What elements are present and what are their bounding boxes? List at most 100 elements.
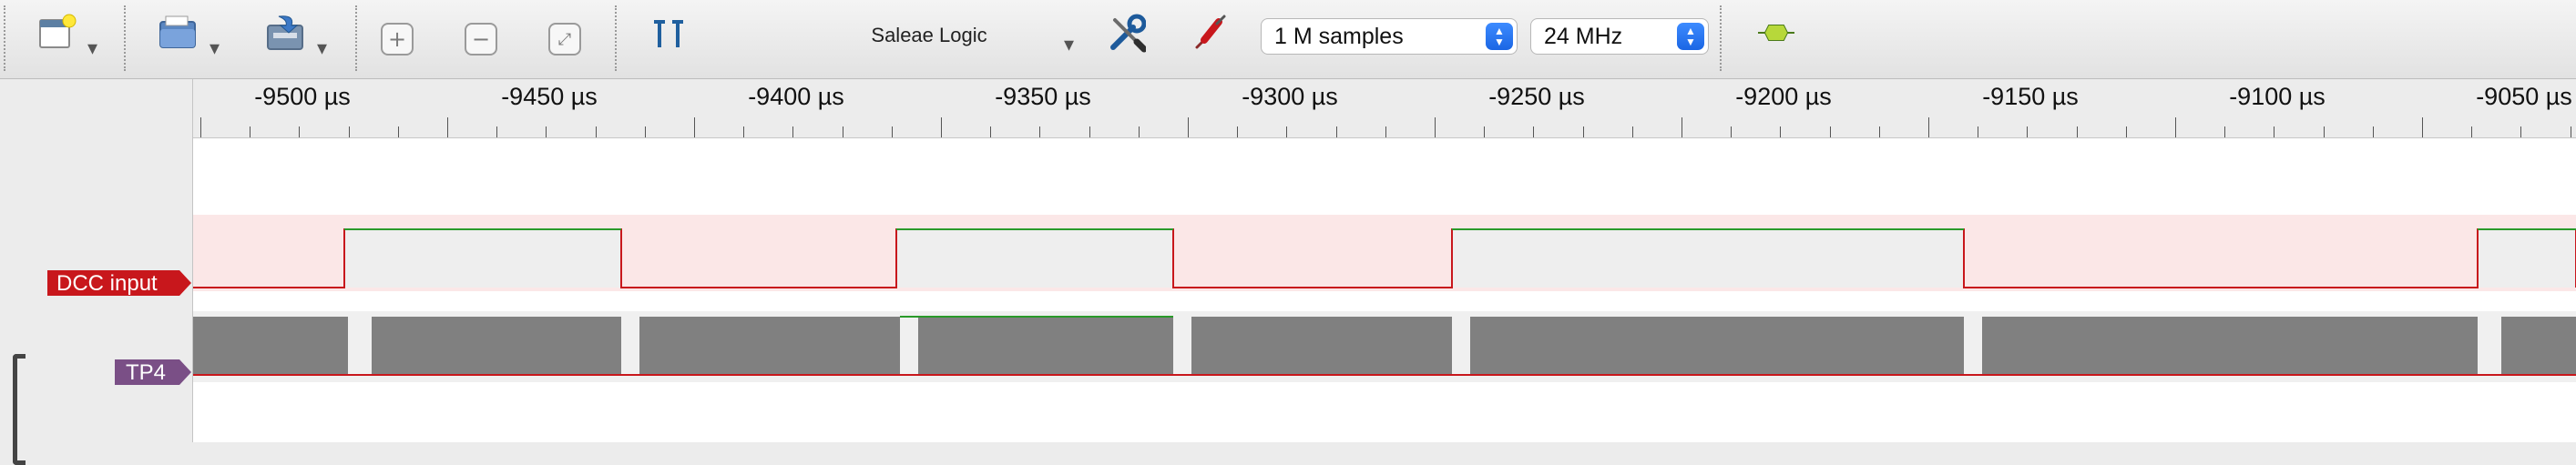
ruler-tick: [1533, 126, 1535, 137]
ruler-tick: [1829, 126, 1831, 137]
ruler-tick: [2175, 117, 2176, 137]
select-arrows-icon: ▲ ▼: [1486, 23, 1513, 50]
samples-select[interactable]: 1 M samples ▲ ▼: [1261, 18, 1518, 55]
ruler-tick: [447, 117, 448, 137]
tp4-signal-block: [639, 317, 900, 375]
ruler-tick: [2471, 126, 2473, 137]
waveform-canvas[interactable]: [193, 138, 2576, 442]
toolbar: ▾ ▾ ▾ + − ⤢ Saleae Logic ▾: [0, 0, 2576, 79]
channel-label-text: DCC input: [56, 271, 158, 296]
ruler-tick: [1484, 126, 1486, 137]
app-title: Saleae Logic: [871, 24, 987, 46]
ruler-tick: [1780, 126, 1782, 137]
ruler-tick-label: -9150 µs: [1982, 83, 2079, 110]
dcc-high-fill: [344, 229, 621, 288]
ruler-tick: [546, 126, 547, 137]
ruler-tick-label: -9500 µs: [254, 83, 351, 110]
tp4-signal-block: [918, 317, 1173, 375]
timing-marker-flags-icon: [654, 20, 683, 47]
trigger-probe-button[interactable]: [1188, 13, 1228, 53]
ruler-tick: [595, 126, 597, 137]
ruler-tick: [1237, 126, 1239, 137]
channel-label-tp4[interactable]: [0, 358, 192, 394]
ruler-tick: [1731, 126, 1733, 137]
ruler-tick: [2076, 126, 2078, 137]
ruler-tick: [941, 117, 942, 137]
app-menu-caret-icon[interactable]: ▾: [1064, 33, 1075, 56]
ruler-tick-label: -9400 µs: [748, 83, 844, 110]
zoom-in-icon: +: [381, 23, 414, 56]
open-button[interactable]: [157, 13, 197, 53]
samples-select-value: 1 M samples: [1274, 24, 1404, 49]
tp4-signal-block: [372, 317, 621, 375]
channel-label-dcc-input[interactable]: [0, 268, 192, 322]
toolbar-separator: [615, 5, 617, 71]
channel-label-panel: DCC input TP4: [0, 79, 193, 465]
zoom-fit-icon: ⤢: [548, 23, 581, 56]
open-caret-icon[interactable]: ▾: [210, 36, 220, 59]
ruler-tick: [1335, 126, 1337, 137]
channel-label-text: TP4: [126, 360, 167, 385]
save-caret-icon[interactable]: ▾: [317, 36, 328, 59]
ruler-tick: [397, 126, 399, 137]
new-session-caret-icon[interactable]: ▾: [87, 36, 98, 59]
tp4-signal-block: [193, 317, 348, 375]
ruler-tick: [1138, 126, 1140, 137]
analyzer-signal-icon: [1758, 25, 1794, 41]
analyzer-button[interactable]: [1754, 13, 1794, 53]
ruler-tick: [990, 126, 992, 137]
ruler-tick-label: -9050 µs: [2476, 83, 2572, 110]
ruler-tick-label: -9200 µs: [1735, 83, 1832, 110]
new-document-icon: [39, 14, 77, 48]
probe-clip-icon: [1195, 15, 1226, 49]
ruler-tick: [743, 126, 745, 137]
ruler-tick: [2125, 126, 2127, 137]
tools-wrench-screwdriver-icon: [1110, 14, 1146, 53]
dcc-high-fill: [896, 229, 1173, 288]
ruler-tick: [1582, 126, 1584, 137]
zoom-out-button[interactable]: −: [465, 13, 497, 66]
ruler-tick: [1089, 126, 1090, 137]
sample-rate-select[interactable]: 24 MHz ▲ ▼: [1530, 18, 1709, 55]
options-button[interactable]: [1106, 13, 1146, 53]
toolbar-separator: [355, 5, 357, 71]
save-button[interactable]: [264, 13, 304, 53]
ruler-tick: [792, 126, 794, 137]
tp4-signal-block: [1982, 317, 2478, 375]
select-arrows-icon: ▲ ▼: [1677, 23, 1704, 50]
ruler-tick: [1631, 126, 1633, 137]
ruler-tick: [1039, 126, 1041, 137]
ruler-tick: [1188, 117, 1189, 137]
ruler-tick-label: -9350 µs: [995, 83, 1091, 110]
ruler-tick: [2224, 126, 2226, 137]
toolbar-separator: [4, 5, 5, 71]
ruler-tick: [2323, 126, 2325, 137]
ruler-tick: [644, 126, 646, 137]
tp4-signal-block: [2501, 317, 2576, 375]
ruler-tick: [1878, 126, 1880, 137]
waveform-svg[interactable]: [193, 138, 2576, 442]
ruler-tick: [2027, 126, 2029, 137]
time-ruler[interactable]: -9500 µs -9450 µs -9400 µs -9350 µs -9300 µs…: [193, 79, 2576, 138]
tp4-signal-block: [1470, 317, 1964, 375]
timing-markers-button[interactable]: [649, 13, 689, 53]
ruler-tick: [348, 126, 350, 137]
ruler-tick: [1435, 117, 1436, 137]
ruler-tick: [2422, 117, 2423, 137]
zoom-in-button[interactable]: +: [381, 13, 414, 66]
ruler-tick-label: -9300 µs: [1242, 83, 1338, 110]
toolbar-separator: [1720, 5, 1722, 71]
ruler-tick: [1286, 126, 1288, 137]
ruler-tick-label: -9450 µs: [501, 83, 598, 110]
ruler-tick: [891, 126, 893, 137]
ruler-tick: [1928, 117, 1929, 137]
ruler-tick: [299, 126, 301, 137]
ruler-tick: [496, 126, 498, 137]
zoom-out-icon: −: [465, 23, 497, 56]
open-folder-icon: [159, 15, 196, 48]
sample-rate-select-value: 24 MHz: [1544, 24, 1623, 49]
zoom-fit-button[interactable]: ⤢: [548, 13, 581, 66]
new-session-button[interactable]: [36, 13, 77, 53]
ruler-tick-label: -9250 µs: [1488, 83, 1585, 110]
toolbar-separator: [124, 5, 126, 71]
